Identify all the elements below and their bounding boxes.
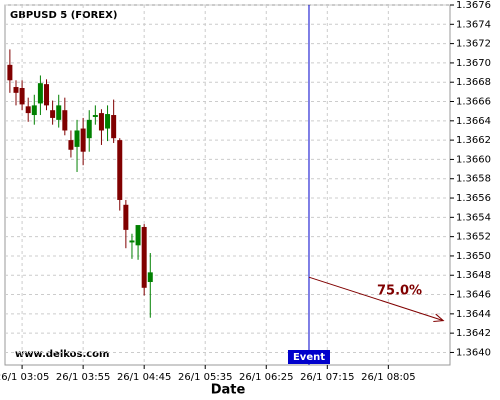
candle-body bbox=[80, 128, 86, 152]
y-tick-label: 1.3660 bbox=[456, 154, 491, 165]
x-tick-label: 26/1 05:35 bbox=[178, 372, 232, 383]
y-tick-label: 1.3664 bbox=[456, 116, 491, 127]
candle-body bbox=[123, 204, 129, 230]
candle-body bbox=[92, 115, 98, 117]
y-tick-label: 1.3650 bbox=[456, 251, 491, 262]
candle-body bbox=[25, 106, 31, 114]
candle-body bbox=[117, 140, 123, 200]
forecast-arrow bbox=[308, 276, 444, 322]
x-tick-label: 26/1 03:55 bbox=[56, 372, 110, 383]
candle-body bbox=[62, 110, 68, 131]
candle-body bbox=[37, 83, 43, 104]
y-tick-label: 1.3642 bbox=[456, 328, 491, 339]
candle-body bbox=[98, 113, 104, 131]
candle-body bbox=[68, 140, 74, 150]
y-tick-label: 1.3646 bbox=[456, 290, 491, 301]
y-tick-label: 1.3654 bbox=[456, 212, 491, 223]
candle-body bbox=[31, 105, 37, 116]
candle-body bbox=[105, 114, 111, 129]
plot-frame bbox=[4, 4, 451, 366]
event-label-box bbox=[287, 350, 330, 364]
y-tick-label: 1.3648 bbox=[456, 270, 491, 281]
event-label: Event bbox=[293, 352, 325, 363]
candle-body bbox=[147, 272, 153, 282]
arrow-head bbox=[433, 313, 445, 322]
candle-body bbox=[56, 105, 62, 120]
candle-body bbox=[135, 225, 141, 246]
x-tick-label: 26/1 07:15 bbox=[300, 372, 354, 383]
x-tick-label: 26/1 04:45 bbox=[117, 372, 171, 383]
candle-body bbox=[44, 84, 50, 106]
y-tick-label: 1.3656 bbox=[456, 193, 491, 204]
chart-title: GBPUSD 5 (FOREX) bbox=[10, 10, 117, 21]
y-tick-label: 1.3658 bbox=[456, 174, 491, 185]
x-tick-label: 26/1 06:25 bbox=[239, 372, 293, 383]
y-tick-label: 1.3662 bbox=[456, 135, 491, 146]
y-tick-label: 1.3644 bbox=[456, 309, 491, 320]
candle-body bbox=[86, 119, 92, 139]
candle-body bbox=[13, 87, 19, 93]
candle-body bbox=[7, 64, 13, 81]
x-axis-label: Date bbox=[211, 383, 246, 398]
y-tick-label: 1.3652 bbox=[456, 232, 491, 243]
forecast-label: 75.0% bbox=[377, 284, 422, 299]
watermark: www.delkos.com bbox=[15, 349, 109, 360]
y-tick-label: 1.3668 bbox=[456, 77, 491, 88]
y-tick-label: 1.3674 bbox=[456, 19, 491, 30]
candle-body bbox=[129, 240, 135, 243]
candle-body bbox=[19, 88, 25, 105]
x-tick-label: 26/1 03:05 bbox=[0, 372, 49, 383]
y-tick-label: 1.3676 bbox=[456, 0, 491, 11]
candle-body bbox=[74, 130, 80, 147]
y-tick-label: 1.3670 bbox=[456, 58, 491, 69]
candle-body bbox=[141, 226, 147, 288]
y-tick-label: 1.3666 bbox=[456, 97, 491, 108]
y-tick-label: 1.3672 bbox=[456, 39, 491, 50]
candle-body bbox=[111, 115, 117, 139]
x-tick-label: 26/1 08:05 bbox=[361, 372, 415, 383]
y-tick-label: 1.3640 bbox=[456, 347, 491, 358]
candle-body bbox=[50, 110, 56, 118]
